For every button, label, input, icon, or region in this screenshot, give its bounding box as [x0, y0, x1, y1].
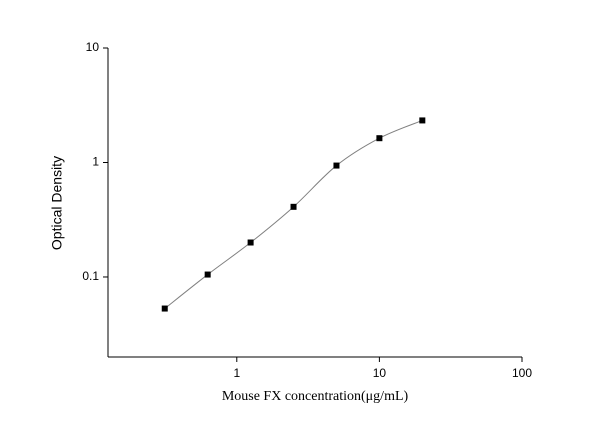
- y-axis-label: Optical Density: [49, 156, 65, 250]
- x-tick-label: 1: [233, 366, 240, 380]
- y-tick-label: 0.1: [82, 269, 99, 283]
- point: [204, 271, 211, 278]
- x-axis-label: Mouse FX concentration(μg/mL): [222, 389, 409, 404]
- point: [333, 162, 340, 169]
- fit-curve: [164, 119, 423, 309]
- x-tick-label: 10: [373, 366, 387, 380]
- point: [161, 305, 168, 312]
- point: [376, 135, 383, 142]
- point: [247, 239, 254, 246]
- point: [419, 117, 426, 124]
- x-tick-label: 100: [512, 366, 532, 380]
- y-tick-label: 10: [86, 40, 100, 54]
- y-tick-label: 1: [92, 155, 99, 169]
- point: [290, 203, 297, 210]
